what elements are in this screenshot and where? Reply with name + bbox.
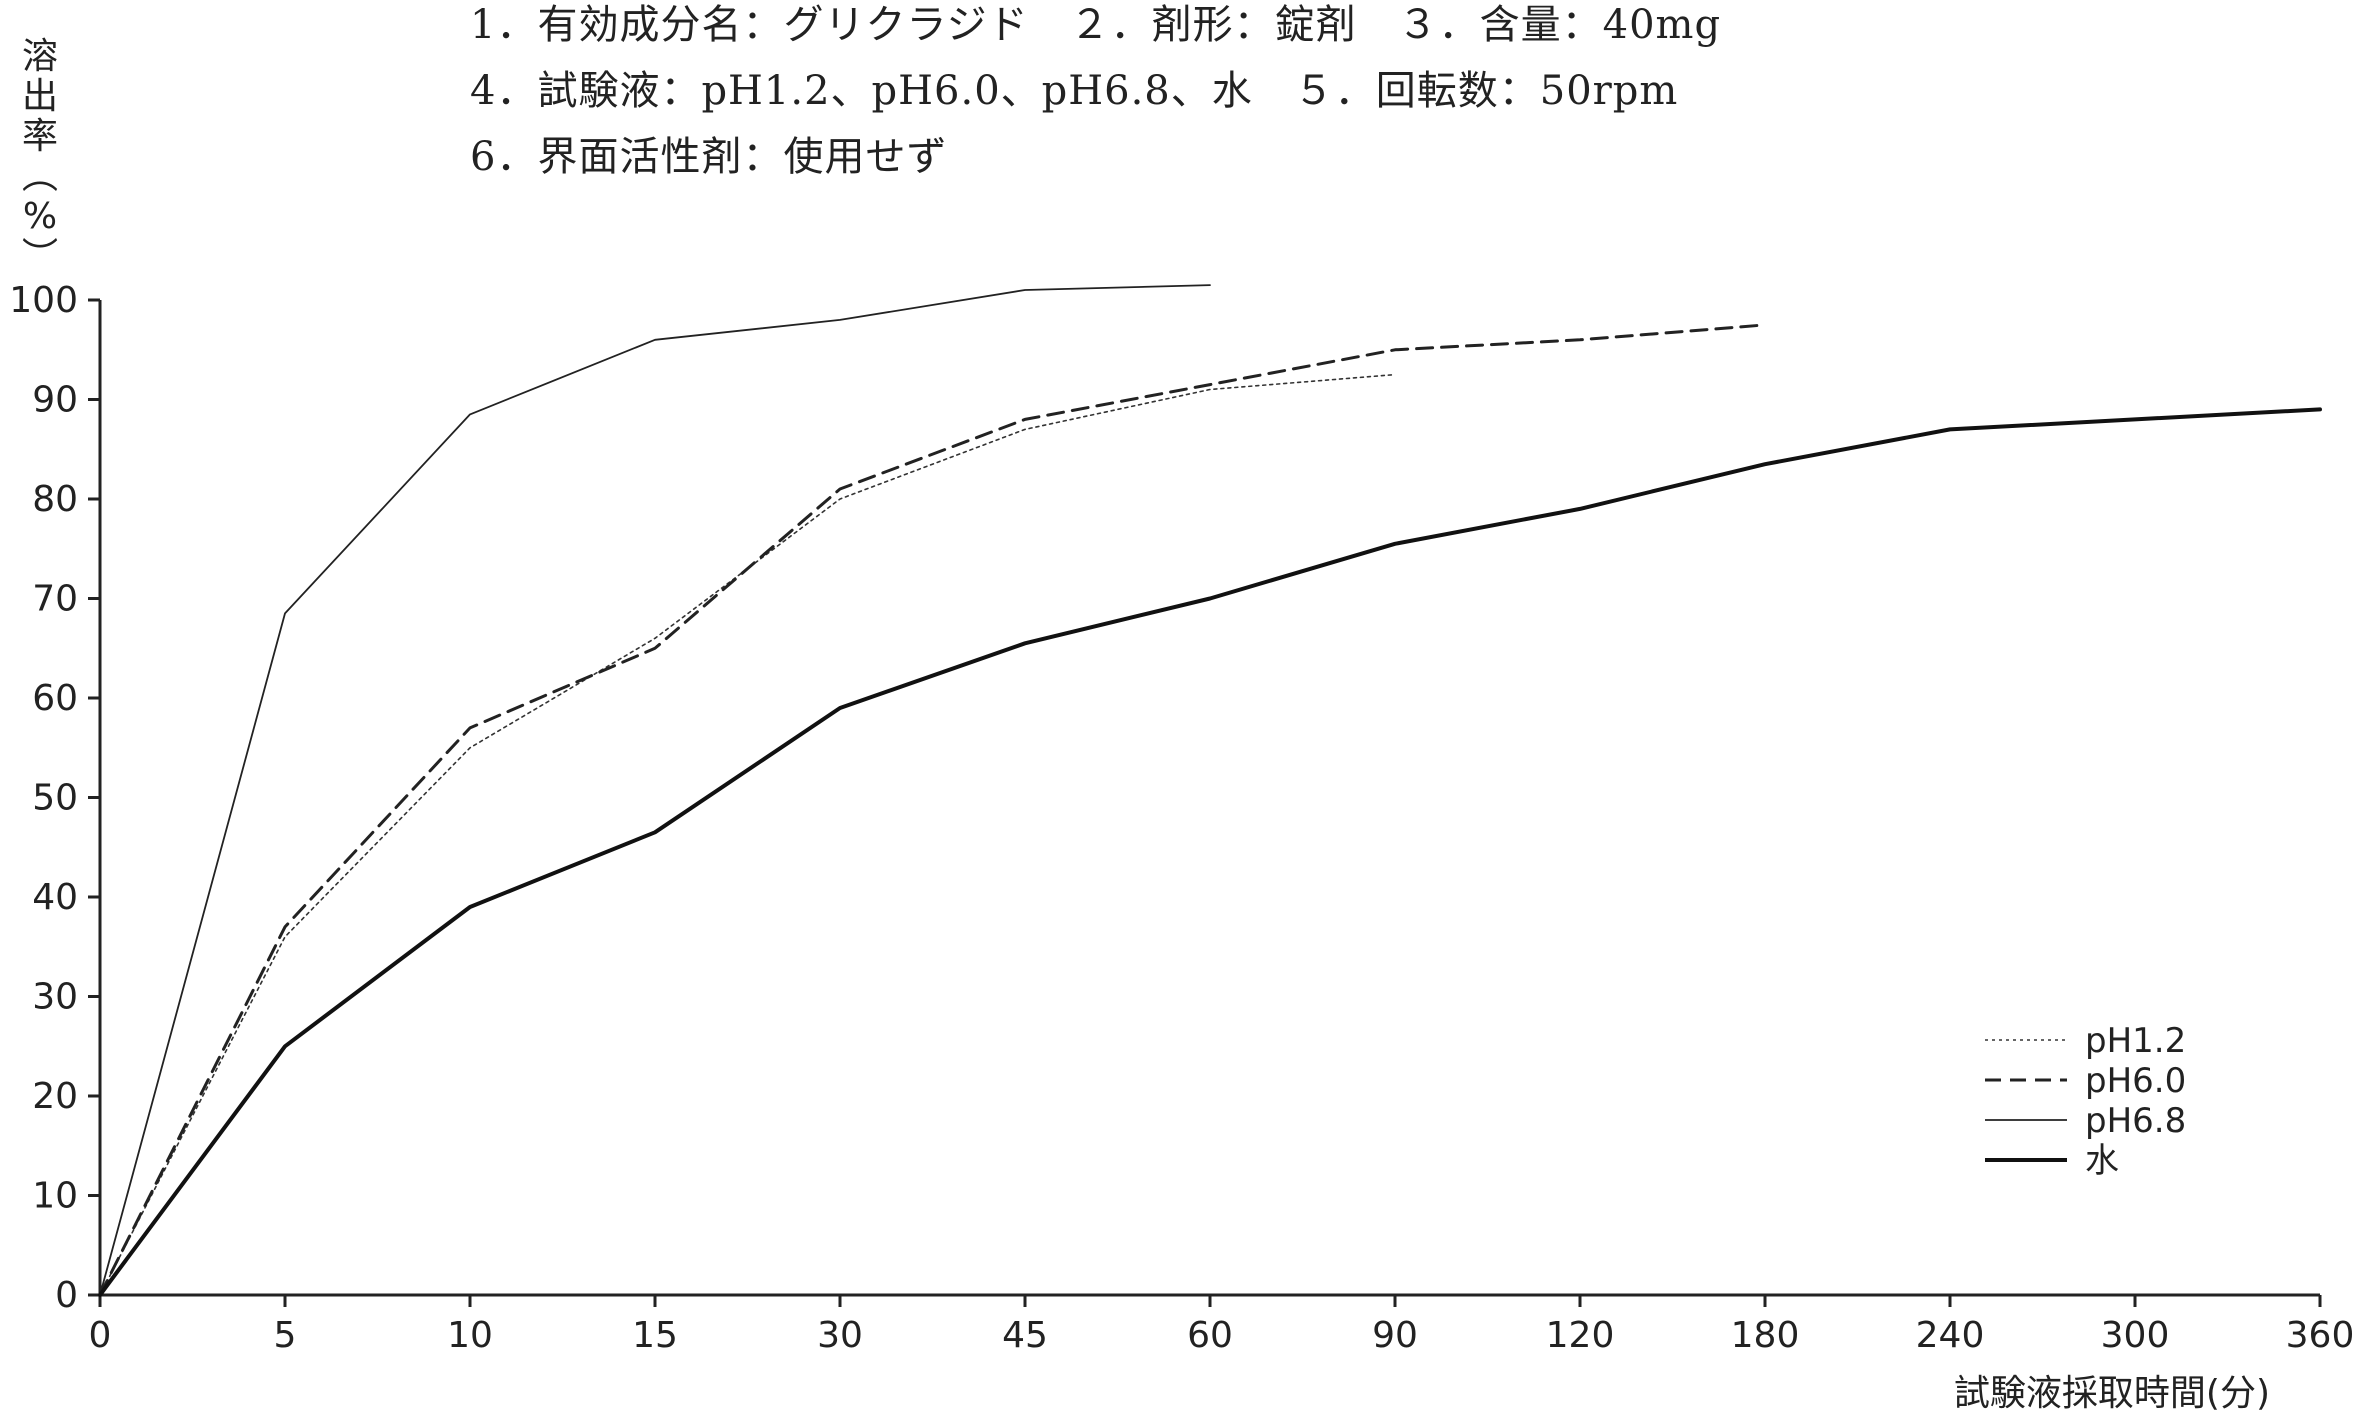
y-tick-label: 20 — [32, 1076, 78, 1117]
x-tick-label: 0 — [89, 1315, 112, 1356]
y-tick-label: 0 — [55, 1275, 78, 1316]
x-tick-label: 30 — [817, 1315, 863, 1356]
y-tick-label: 10 — [32, 1176, 78, 1217]
x-tick-label: 90 — [1372, 1315, 1418, 1356]
x-tick-label: 10 — [447, 1315, 493, 1356]
x-tick-label: 5 — [274, 1315, 297, 1356]
header-line-3: 6．界面活性剤：使用せず — [470, 134, 947, 180]
x-tick-label: 60 — [1187, 1315, 1233, 1356]
x-tick-label: 300 — [2101, 1315, 2170, 1356]
y-axis-label-char: ︵ — [22, 156, 58, 197]
y-axis-label-char: 出 — [22, 76, 58, 117]
y-tick-label: 100 — [9, 280, 78, 321]
series-lines — [98, 284, 2322, 1297]
series-line-3 — [99, 284, 1211, 1296]
axes — [98, 300, 2320, 1297]
legend-label: pH6.8 — [2085, 1101, 2186, 1141]
series-line-1 — [99, 373, 1396, 1296]
header-line-1: 1．有効成分名：グリクラジド ２．剤形：錠剤 ３．含量：40mg — [470, 2, 1721, 48]
y-axis-label-char: 率 — [22, 116, 58, 157]
y-axis-label: 溶出率︵%︶ — [22, 36, 58, 277]
y-tick-label: 50 — [32, 778, 78, 819]
y-axis-label-char: % — [23, 196, 57, 237]
series-line-4 — [98, 407, 2322, 1297]
x-tick-label: 180 — [1731, 1315, 1800, 1356]
legend-label: pH6.0 — [2085, 1061, 2186, 1101]
y-ticks: 0 10 20 30 40 50 60 70 80 90 100 — [9, 280, 100, 1316]
y-tick-label: 60 — [32, 678, 78, 719]
series-line-2 — [98, 323, 1767, 1297]
x-ticks: 0 5 10 15 30 45 60 90 120 180 240 300 360 — [89, 1295, 2355, 1356]
x-tick-label: 240 — [1916, 1315, 1985, 1356]
header-line-2: 4．試験液：pH1.2、pH6.0、pH6.8、水 ５．回転数：50rpm — [470, 68, 1678, 114]
y-axis-label-char: 溶 — [22, 36, 58, 77]
x-tick-label: 120 — [1546, 1315, 1615, 1356]
x-tick-label: 360 — [2286, 1315, 2355, 1356]
chart-header: 1．有効成分名：グリクラジド ２．剤形：錠剤 ３．含量：40mg 4．試験液：p… — [470, 2, 1721, 180]
y-tick-label: 90 — [32, 380, 78, 421]
y-tick-label: 70 — [32, 579, 78, 620]
y-tick-label: 30 — [32, 977, 78, 1018]
x-axis-label: 試験液採取時間(分) — [1954, 1373, 2270, 1414]
y-tick-label: 80 — [32, 479, 78, 520]
x-tick-label: 15 — [632, 1315, 678, 1356]
legend-label: pH1.2 — [2085, 1021, 2186, 1061]
y-axis-label-char: ︶ — [22, 236, 58, 277]
x-tick-label: 45 — [1002, 1315, 1048, 1356]
y-tick-label: 40 — [32, 877, 78, 918]
legend-label: 水 — [2085, 1141, 2119, 1181]
